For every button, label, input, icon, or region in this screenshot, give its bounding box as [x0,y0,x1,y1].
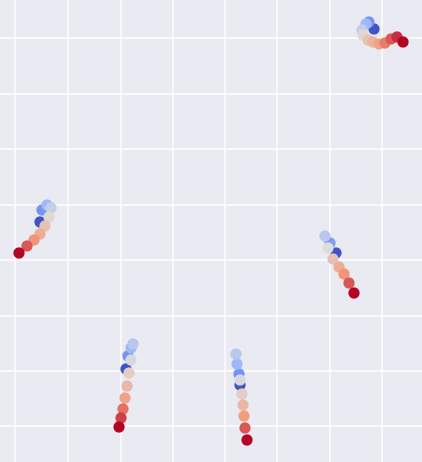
data-point [343,277,355,289]
data-point [238,410,250,422]
data-point [230,348,242,360]
data-point [117,403,129,415]
data-point [327,253,339,265]
data-point [121,380,133,392]
data-point [39,220,51,232]
point-cluster-5 [230,348,253,446]
data-point [43,211,55,223]
data-point [115,412,127,424]
data-point [319,230,331,242]
data-point [231,358,243,370]
point-cluster-2 [13,199,57,259]
data-point [113,421,125,433]
point-cluster-1 [356,16,409,50]
data-point [236,388,248,400]
point-cluster-3 [319,230,360,299]
data-point [397,36,409,48]
point-cluster-4 [113,338,139,433]
data-points [13,16,409,446]
data-point [123,367,135,379]
data-point [237,399,249,411]
data-point [338,268,350,280]
data-point [45,202,57,214]
data-point [13,247,25,259]
data-point [21,240,33,252]
data-point [234,374,246,386]
data-point [119,392,131,404]
data-point [127,338,139,350]
data-point [241,434,253,446]
data-point [239,422,251,434]
data-point [348,287,360,299]
data-point [125,354,137,366]
data-point [322,242,334,254]
